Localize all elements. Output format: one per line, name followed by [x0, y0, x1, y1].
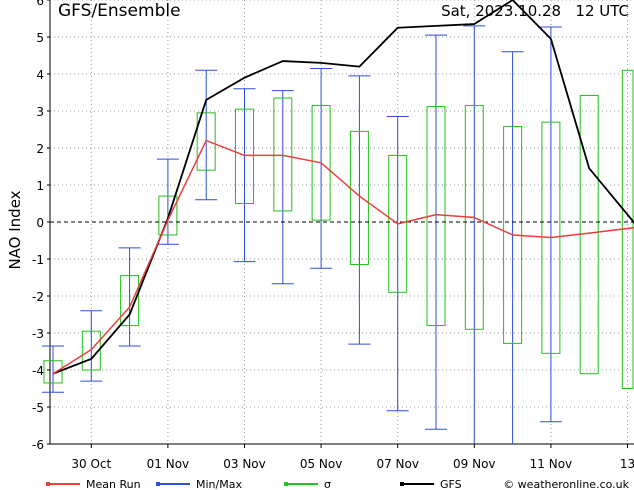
- ensemble-boxes: [42, 25, 634, 444]
- x-tick-label: 01 Nov: [147, 457, 190, 471]
- y-tick-label: 0: [36, 216, 44, 230]
- legend-label: Mean Run: [86, 478, 141, 490]
- x-tick-label: 13: [620, 457, 634, 471]
- legend-marker: [46, 482, 50, 486]
- series-line-gfs: [52, 0, 634, 375]
- y-tick-label: 2: [36, 142, 44, 156]
- sigma-box: [196, 112, 216, 171]
- legend-label: GFS: [440, 478, 462, 490]
- legend: Mean Run Min/Max σ GFS: [46, 478, 462, 490]
- legend-label: Min/Max: [196, 478, 242, 490]
- y-tick-label: -2: [32, 290, 44, 304]
- series-lines: [52, 0, 634, 375]
- y-tick-label: 1: [36, 179, 44, 193]
- sigma-box: [158, 195, 178, 236]
- sigma-box: [81, 330, 101, 371]
- sigma-box: [349, 130, 369, 266]
- legend-marker: [284, 482, 288, 486]
- sigma-box: [311, 104, 331, 221]
- x-tick-label: 07 Nov: [376, 457, 419, 471]
- x-tick-label: 03 Nov: [223, 457, 266, 471]
- x-tick-labels: 30 Oct 01 Nov 03 Nov 05 Nov 07 Nov 09 Nov 11 N…: [71, 444, 634, 471]
- y-tick-label: -4: [32, 364, 44, 378]
- credit-text: © weatheronline.co.uk: [503, 478, 629, 490]
- legend-marker: [156, 482, 160, 486]
- legend-marker: [400, 482, 404, 486]
- y-tick-label: 5: [36, 31, 44, 45]
- x-tick-label: 30 Oct: [71, 457, 111, 471]
- x-tick-label: 09 Nov: [453, 457, 496, 471]
- y-tick-labels: -6 -5 -4 -3 -2 -1 0 1 2 3 4 5 6: [32, 0, 50, 452]
- legend-label: σ: [324, 478, 331, 490]
- y-tick-label: -1: [32, 253, 44, 267]
- y-axis-label: NAO Index: [6, 190, 24, 269]
- y-tick-label: -3: [32, 327, 44, 341]
- y-tick-label: 3: [36, 105, 44, 119]
- sigma-box: [235, 108, 254, 204]
- y-tick-label: -5: [32, 401, 44, 415]
- x-tick-label: 11 Nov: [530, 457, 573, 471]
- x-tick-label: 05 Nov: [300, 457, 343, 471]
- sigma-box: [273, 97, 293, 212]
- run-date-label: Sat, 2023.10.28 12 UTC: [441, 2, 629, 20]
- y-tick-label: 6: [36, 0, 44, 8]
- chart-title: GFS/Ensemble: [58, 1, 181, 21]
- y-tick-label: -6: [32, 438, 44, 452]
- sigma-box: [120, 275, 140, 327]
- y-tick-label: 4: [36, 68, 44, 82]
- series-line-mean-run: [52, 139, 634, 375]
- sigma-box: [388, 154, 408, 293]
- sigma-box: [541, 121, 561, 354]
- sigma-box: [43, 360, 63, 384]
